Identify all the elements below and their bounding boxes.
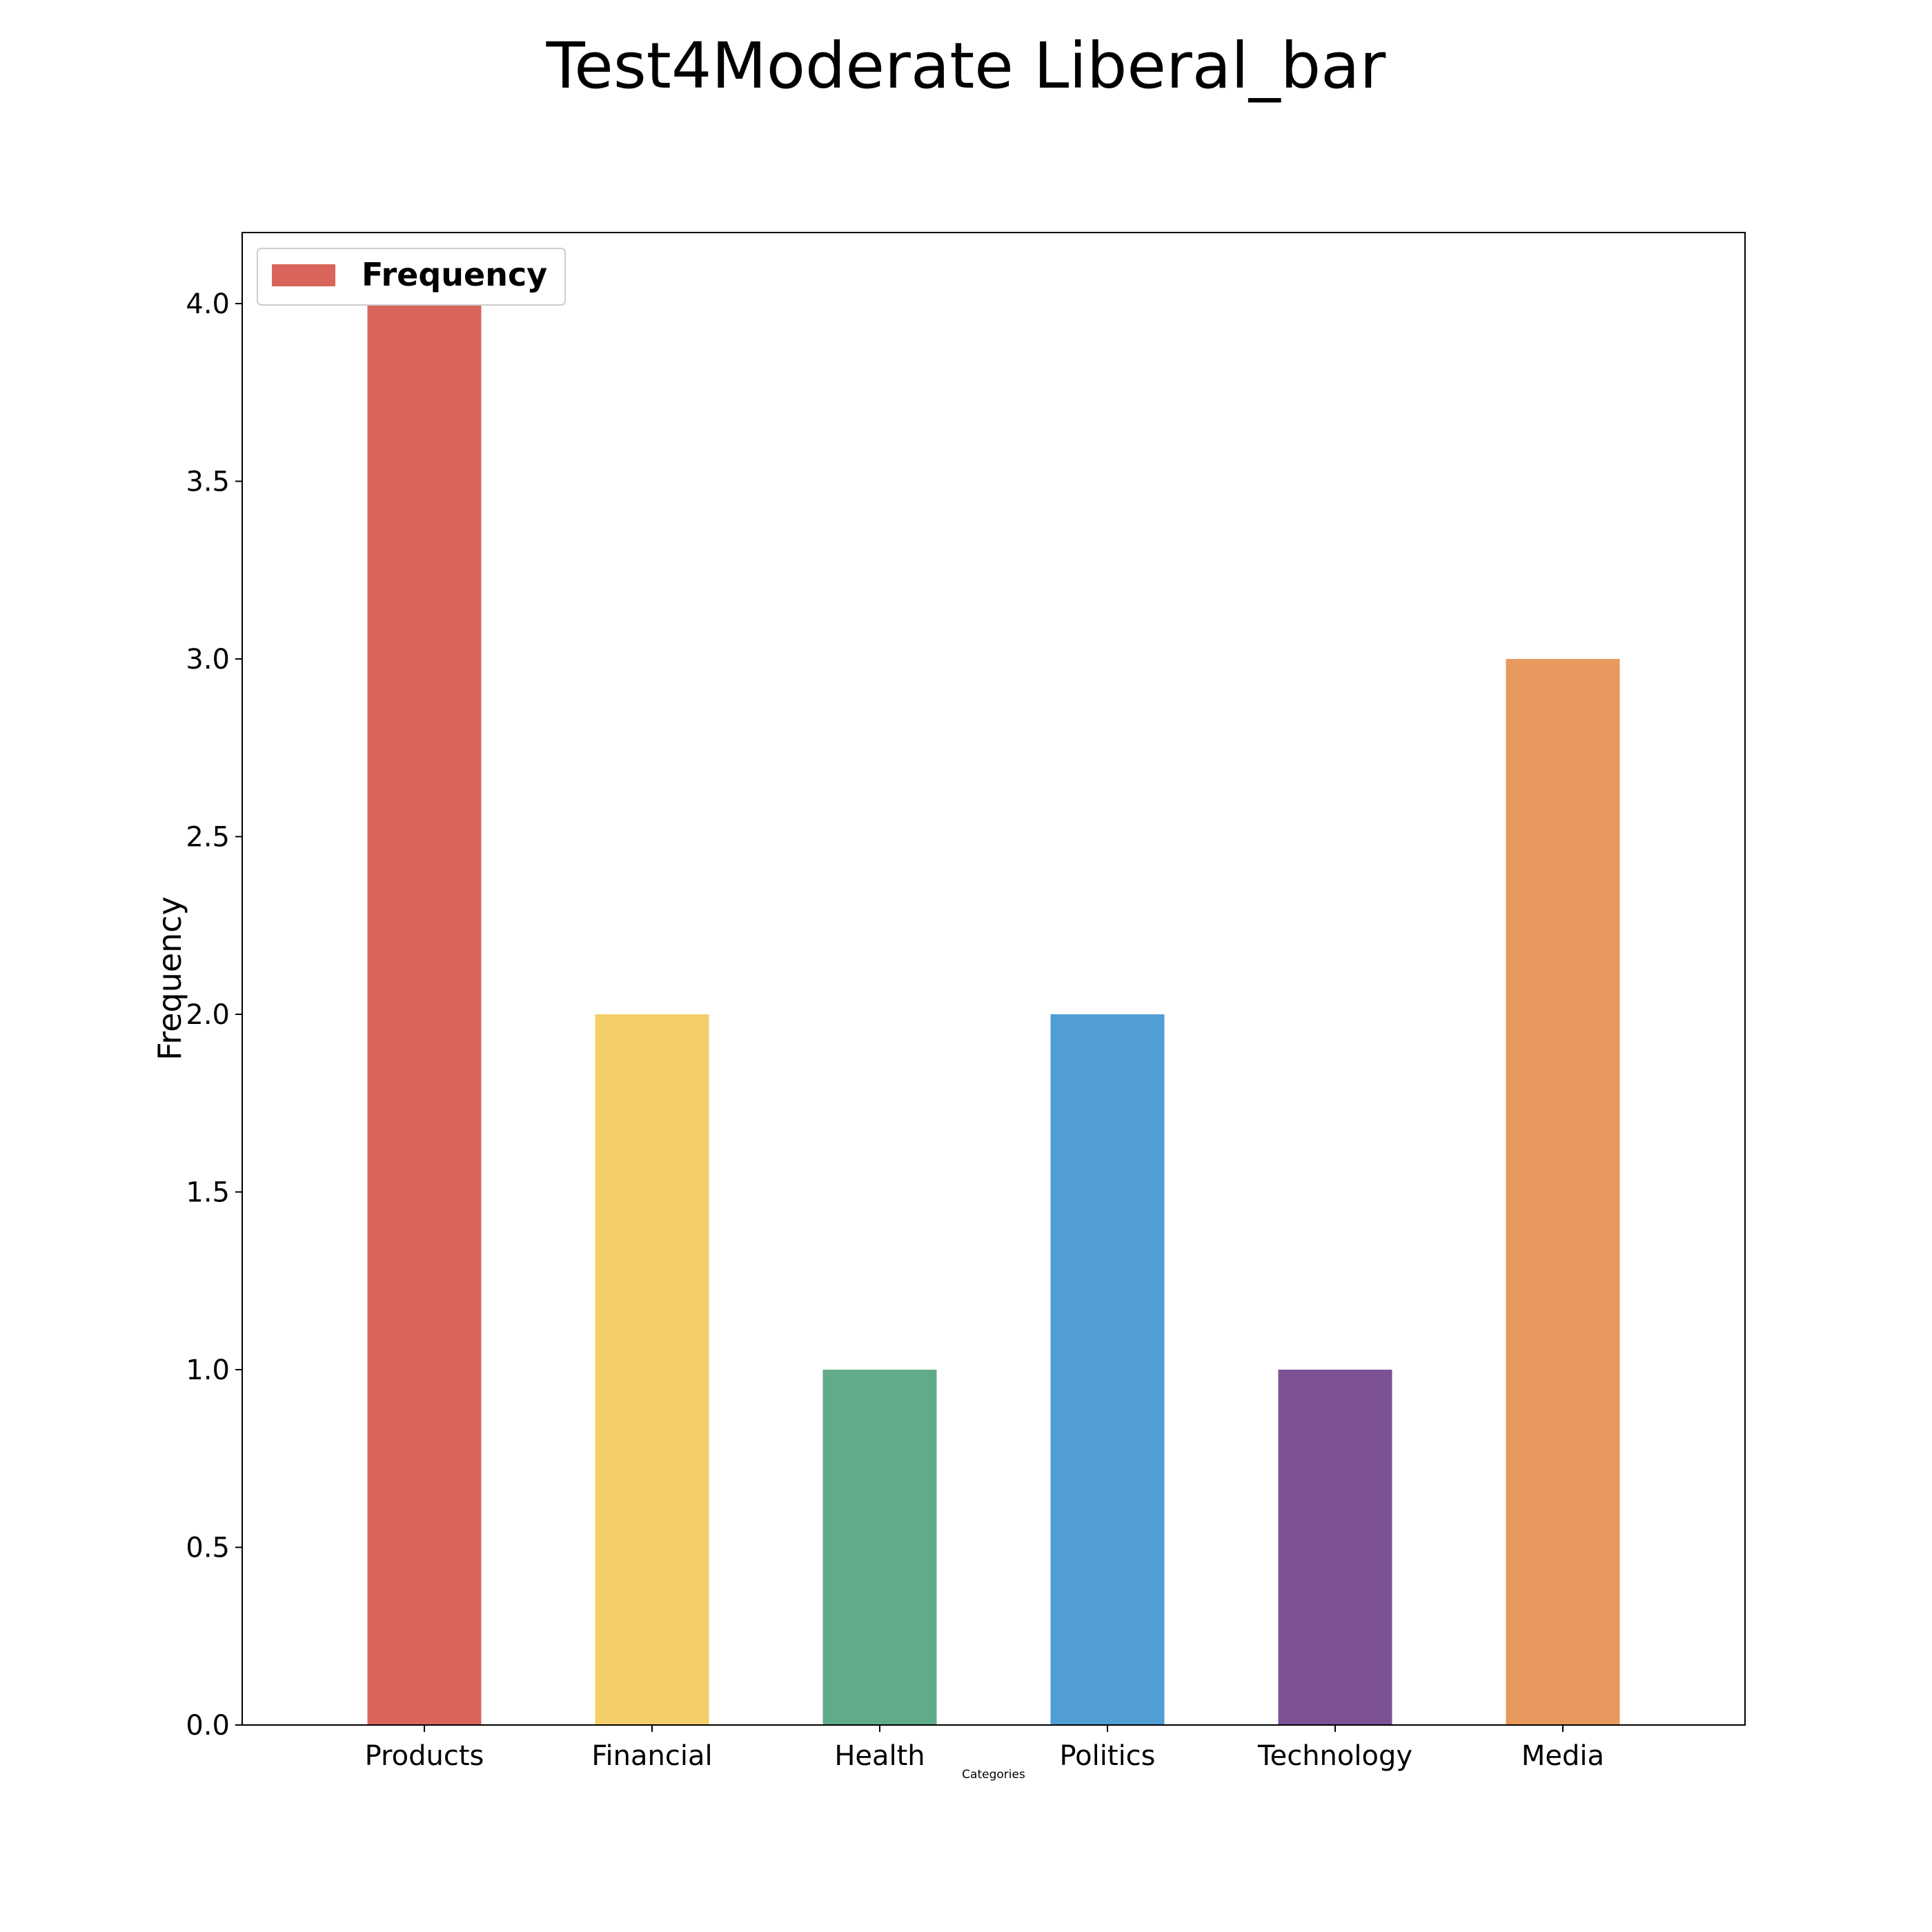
legend-label: Frequency [362, 256, 547, 293]
x-tick-label-technology: Technology [1257, 1740, 1412, 1772]
bar-products [367, 304, 482, 1725]
y-tick-label: 4.0 [186, 288, 230, 320]
bar-politics [1050, 1014, 1165, 1725]
y-tick-label: 3.0 [186, 644, 230, 676]
x-tick-label-products: Products [365, 1740, 484, 1772]
legend: Frequency [257, 248, 566, 306]
bar-health [822, 1370, 937, 1725]
y-axis: 0.0 0.5 1.0 1.5 2.0 2.5 3.0 3.5 4.0 [186, 288, 242, 1742]
bar-media [1506, 659, 1620, 1725]
bar-technology [1278, 1370, 1392, 1725]
bar-financial [595, 1014, 709, 1725]
y-tick-label: 2.5 [186, 822, 230, 854]
y-tick-label: 2.0 [186, 999, 230, 1031]
y-tick-label: 0.0 [186, 1710, 230, 1742]
x-axis-label: Categories [962, 1768, 1025, 1782]
x-axis: Products Financial Health Politics Technolog… [365, 1725, 1604, 1772]
x-tick-label-politics: Politics [1059, 1740, 1155, 1772]
y-tick-label: 1.5 [186, 1177, 230, 1209]
x-tick-label-financial: Financial [591, 1740, 712, 1772]
y-tick-label: 1.0 [186, 1354, 230, 1386]
plot-frame [241, 232, 1746, 1726]
chart-title: Test4Moderate Liberal_bar [546, 29, 1386, 103]
y-axis-label: Frequency [151, 896, 188, 1061]
bars-group [367, 304, 1620, 1725]
x-tick-label-media: Media [1521, 1740, 1604, 1772]
x-tick-label-health: Health [834, 1740, 925, 1772]
legend-swatch [272, 264, 335, 286]
y-tick-label: 0.5 [186, 1532, 230, 1564]
legend-box [257, 248, 566, 306]
y-tick-label: 3.5 [186, 466, 230, 498]
